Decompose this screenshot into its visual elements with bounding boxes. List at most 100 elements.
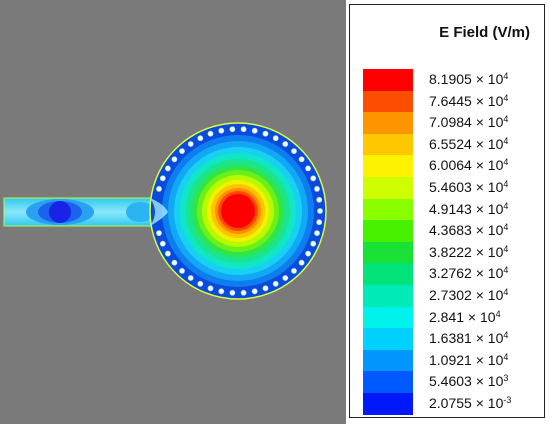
via xyxy=(187,141,194,147)
legend-exponent: 4 xyxy=(503,222,509,233)
legend-exponent: 4 xyxy=(503,243,509,254)
legend-mantissa: 3.2762 xyxy=(429,265,472,282)
legend-value: 4.9143 × 104 xyxy=(429,201,508,217)
legend-swatch xyxy=(363,371,413,393)
legend-base: × 10 xyxy=(471,179,504,195)
legend-swatch xyxy=(363,198,413,221)
via xyxy=(310,175,317,182)
legend-value: 6.5524 × 104 xyxy=(429,136,508,152)
legend-mantissa: 5.4603 xyxy=(429,179,472,195)
via xyxy=(251,127,258,134)
legend-value: 2.0755 × 10-3 xyxy=(429,395,511,411)
legend-base: × 10 xyxy=(471,71,504,87)
legend-mantissa: 6.5524 xyxy=(429,135,472,152)
via xyxy=(262,285,269,292)
via xyxy=(156,230,162,236)
via xyxy=(179,148,185,154)
legend-value: 8.1905 × 104 xyxy=(429,71,508,87)
legend-exponent: 4 xyxy=(503,92,509,103)
via xyxy=(156,185,162,192)
legend-swatch xyxy=(363,112,413,134)
via xyxy=(305,165,311,172)
via xyxy=(316,219,323,226)
via xyxy=(251,288,258,295)
legend-swatch xyxy=(363,133,413,156)
field-simulation-plot xyxy=(0,0,346,424)
legend-exponent: 4 xyxy=(503,330,509,341)
via xyxy=(298,259,305,266)
via xyxy=(229,289,236,296)
via xyxy=(164,165,171,172)
via xyxy=(305,250,311,257)
legend-exponent: 4 xyxy=(495,308,501,319)
legend-swatch xyxy=(363,241,413,264)
via xyxy=(298,156,305,163)
via xyxy=(179,267,185,274)
via xyxy=(207,285,214,292)
legend-base: × 10 xyxy=(471,395,504,411)
legend-mantissa: 6.0064 xyxy=(429,157,472,174)
via xyxy=(272,280,279,287)
via xyxy=(159,240,166,247)
legend-mantissa: 4.9143 xyxy=(429,200,472,217)
legend-swatch xyxy=(363,155,413,177)
via xyxy=(159,175,166,182)
legend-exponent: 3 xyxy=(503,373,509,384)
via xyxy=(282,141,289,147)
legend-swatch xyxy=(363,393,413,415)
legend-value: 4.3683 × 104 xyxy=(429,222,508,238)
legend-base: × 10 xyxy=(471,330,504,347)
legend-swatch xyxy=(363,69,413,91)
via xyxy=(218,288,225,295)
legend-base: × 10 xyxy=(471,287,504,303)
via xyxy=(314,185,320,192)
via xyxy=(272,135,279,142)
via xyxy=(187,275,194,281)
legend-swatch xyxy=(363,285,413,307)
legend-base: × 10 xyxy=(464,308,496,325)
legend-mantissa: 7.6445 xyxy=(429,92,472,109)
legend-exponent: 4 xyxy=(503,71,509,81)
via xyxy=(240,126,247,133)
legend-mantissa: 8.1905 xyxy=(429,71,472,87)
legend-swatch xyxy=(363,349,413,372)
legend-value: 5.4603 × 103 xyxy=(429,373,508,389)
via xyxy=(262,130,269,137)
legend-value: 1.6381 × 104 xyxy=(429,330,508,346)
via xyxy=(218,127,225,134)
via xyxy=(291,148,297,154)
via xyxy=(291,267,297,274)
legend-exponent: 4 xyxy=(503,265,509,276)
color-legend: E Field (V/m) 8.1905 × 104 7.6445 × 104 7.… xyxy=(349,4,545,418)
via xyxy=(164,250,171,257)
legend-value: 6.0064 × 104 xyxy=(429,157,508,173)
legend-exponent: -3 xyxy=(503,395,512,405)
via xyxy=(314,230,320,236)
legend-value: 5.4603 × 104 xyxy=(429,179,508,195)
legend-exponent: 4 xyxy=(503,200,509,211)
legend-value: 7.6445 × 104 xyxy=(429,93,508,109)
legend-mantissa: 5.4603 xyxy=(429,373,472,390)
legend-value: 1.0921 × 104 xyxy=(429,352,508,368)
via xyxy=(171,156,178,163)
legend-base: × 10 xyxy=(471,200,504,217)
feed-line xyxy=(3,197,157,227)
legend-swatch xyxy=(363,177,413,199)
via xyxy=(197,135,204,142)
legend-base: × 10 xyxy=(471,222,504,239)
legend-value: 3.2762 × 104 xyxy=(429,265,508,281)
via xyxy=(282,275,289,281)
legend-swatch xyxy=(363,90,413,113)
legend-base: × 10 xyxy=(471,114,504,131)
legend-swatch xyxy=(363,263,413,285)
via xyxy=(310,240,317,247)
via xyxy=(316,196,323,203)
via-ring xyxy=(156,126,323,296)
legend-mantissa: 2.0755 xyxy=(429,395,472,411)
legend-exponent: 4 xyxy=(503,114,509,125)
legend-base: × 10 xyxy=(471,135,504,152)
legend-mantissa: 3.8222 xyxy=(429,243,472,260)
legend-exponent: 4 xyxy=(503,135,509,146)
legend-base: × 10 xyxy=(471,265,504,282)
legend-swatch xyxy=(363,220,413,242)
